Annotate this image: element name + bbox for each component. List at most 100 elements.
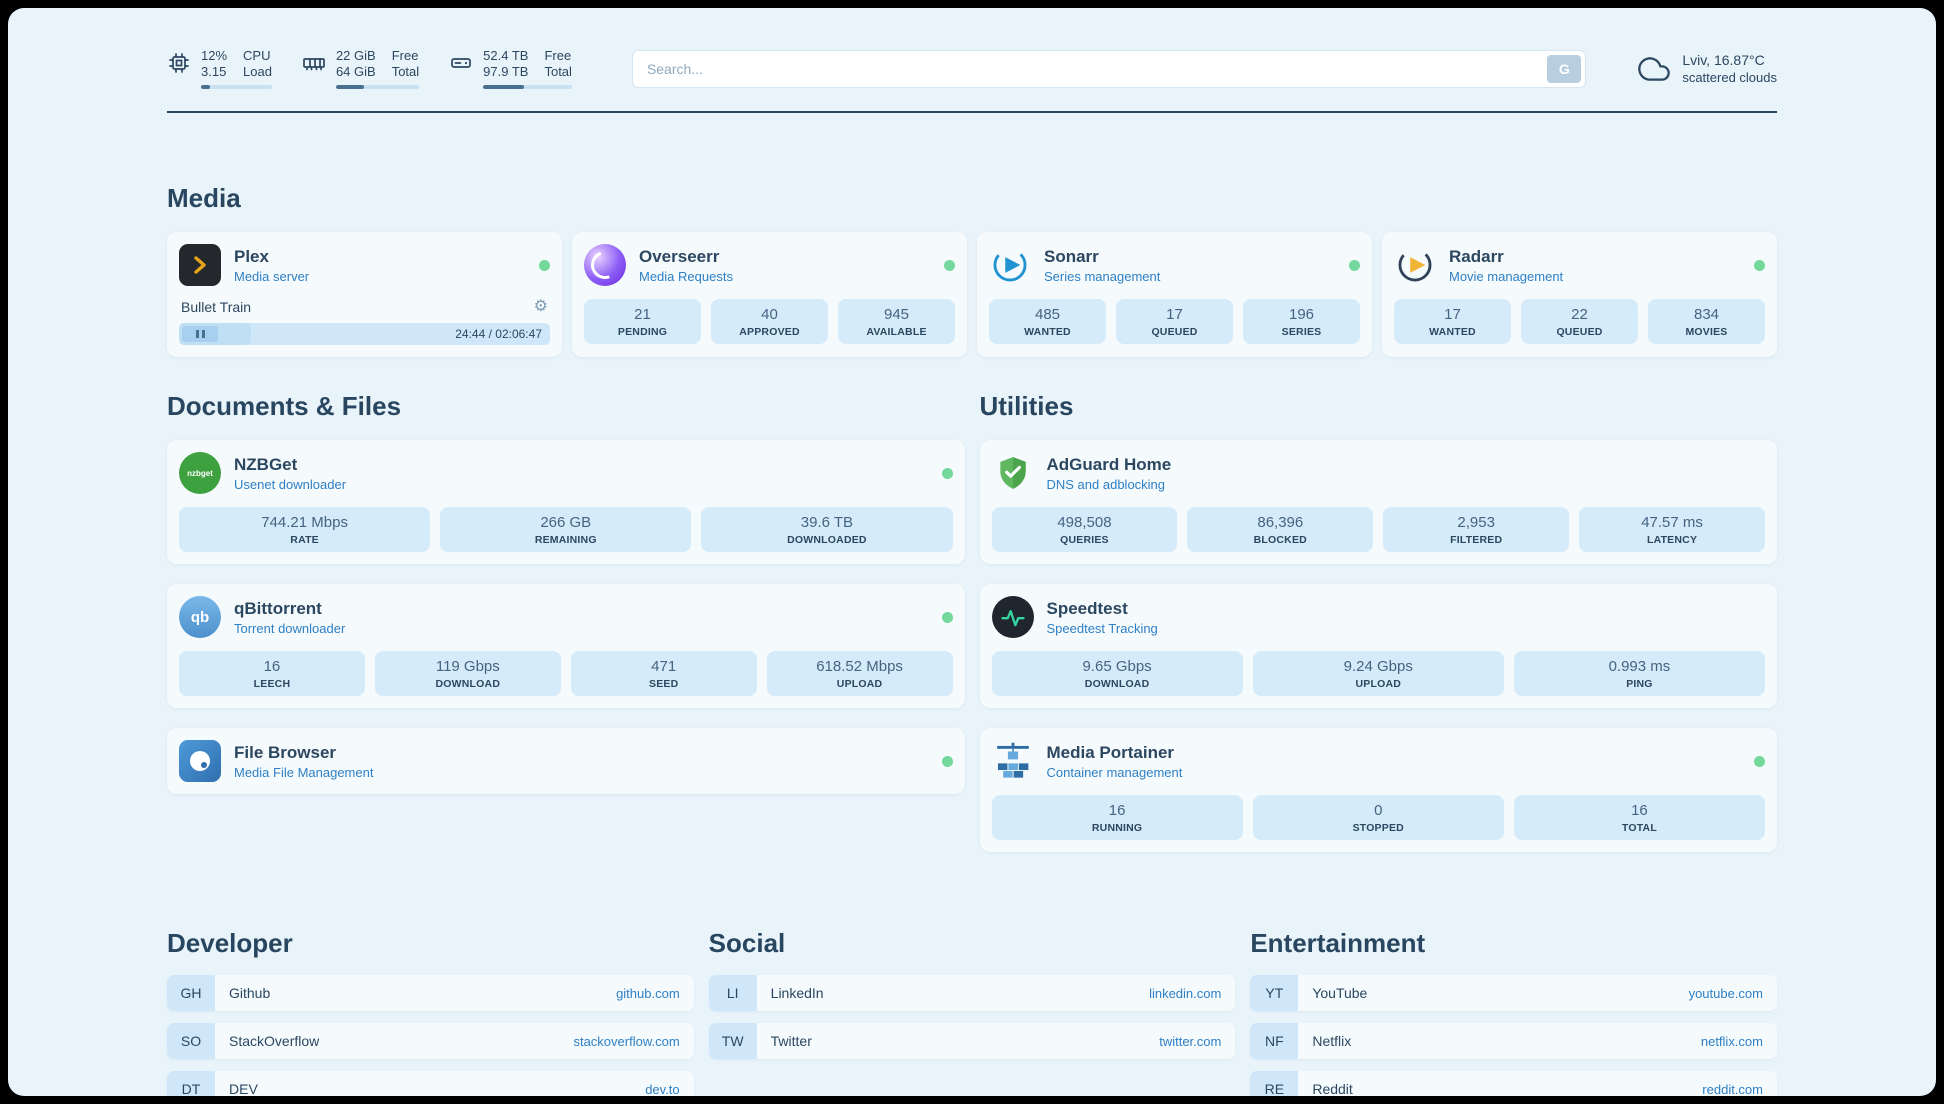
stat-label: WANTED: [1024, 326, 1071, 338]
bookmark-url: linkedin.com: [1149, 985, 1222, 1001]
bookmark-url: stackoverflow.com: [573, 1033, 680, 1049]
stat-label: UPLOAD: [1355, 678, 1402, 690]
disk-label-top: Free: [544, 48, 572, 63]
section-media: Media Plex Media server: [167, 183, 1777, 357]
stat-value: 2,953: [1457, 514, 1495, 531]
bookmark-abbr: YT: [1250, 975, 1299, 1011]
overseerr-icon: [584, 244, 626, 286]
stat-total: 16 TOTAL: [1513, 795, 1766, 840]
service-card-filebrowser[interactable]: File Browser Media File Management: [167, 728, 965, 794]
stat-label: QUEUED: [1556, 326, 1603, 338]
stat-download: 119 Gbps DOWNLOAD: [374, 651, 561, 696]
stat-available: 945 AVAILABLE: [838, 299, 955, 344]
bookmark-abbr: NF: [1250, 1023, 1299, 1059]
service-card-adguard[interactable]: AdGuard Home DNS and adblocking 498,508 …: [979, 440, 1777, 564]
disk-widget: 52.4 TB Free 97.9 TB Total: [449, 48, 572, 89]
bookmark-name: Twitter: [770, 1033, 812, 1049]
search-provider-button[interactable]: G: [1547, 54, 1582, 83]
stat-value: 47.57 ms: [1641, 514, 1703, 531]
stat-value: 9.65 Gbps: [1082, 658, 1152, 675]
pause-button[interactable]: [182, 326, 218, 342]
stat-stopped: 0 STOPPED: [1252, 795, 1504, 840]
stat-value: 498,508: [1057, 514, 1112, 531]
stat-pending: 21 PENDING: [584, 299, 701, 344]
stat-queries: 498,508 QUERIES: [991, 507, 1178, 552]
section-utilities: Utilities AdGuard Home: [979, 391, 1777, 872]
stat-label: MOVIES: [1685, 326, 1728, 338]
stat-label: DOWNLOADED: [787, 534, 867, 546]
status-dot: [944, 259, 955, 271]
service-subtitle: Media File Management: [234, 764, 374, 780]
stat-label: REMAINING: [534, 534, 597, 546]
search-box: G: [631, 49, 1587, 88]
bookmark-abbr: RE: [1250, 1071, 1299, 1096]
bookmark-twitter[interactable]: TW Twitter twitter.com: [708, 1023, 1236, 1059]
service-card-radarr[interactable]: Radarr Movie management 17 WANTED 22 QUE…: [1382, 232, 1777, 357]
service-subtitle: Series management: [1044, 268, 1161, 284]
bookmark-url: dev.to: [645, 1081, 680, 1097]
bookmark-abbr: TW: [708, 1023, 757, 1059]
stat-label: DOWNLOAD: [1084, 678, 1150, 690]
disk-icon: [449, 51, 473, 75]
service-card-overseerr[interactable]: Overseerr Media Requests 21 PENDING 40 A…: [572, 232, 967, 357]
section-title-media: Media: [167, 183, 241, 213]
service-name: Plex: [234, 246, 269, 266]
service-subtitle: Movie management: [1449, 268, 1564, 284]
disk-free: 52.4 TB: [483, 48, 529, 63]
stat-blocked: 86,396 BLOCKED: [1187, 507, 1374, 552]
memory-icon: [302, 51, 326, 75]
stat-value: 17: [1166, 306, 1183, 323]
stat-label: SEED: [648, 678, 679, 690]
section-documents: Documents & Files nzbget NZBGet Usenet d…: [167, 391, 965, 814]
bookmark-dev[interactable]: DT DEV dev.to: [167, 1071, 694, 1096]
service-card-speedtest[interactable]: Speedtest Speedtest Tracking 9.65 Gbps D…: [979, 584, 1777, 708]
stat-label: LEECH: [253, 678, 291, 690]
cpu-chip-icon: [167, 51, 191, 75]
nzbget-icon-text: nzbget: [187, 468, 213, 478]
stat-value: 119 Gbps: [435, 658, 500, 675]
bookmark-url: twitter.com: [1159, 1033, 1222, 1049]
gear-icon[interactable]: ⚙: [533, 298, 548, 315]
qbittorrent-icon-text: qb: [190, 608, 210, 626]
service-card-nzbget[interactable]: nzbget NZBGet Usenet downloader 744.21 M…: [167, 440, 965, 564]
service-card-plex[interactable]: Plex Media server Bullet Train ⚙ 24:44 /…: [167, 232, 562, 357]
stat-running: 16 RUNNING: [991, 795, 1243, 840]
bookmark-netflix[interactable]: NF Netflix netflix.com: [1250, 1023, 1777, 1059]
stat-value: 945: [883, 306, 910, 323]
memory-label-top: Free: [391, 48, 419, 63]
stat-movies: 834 MOVIES: [1648, 299, 1765, 344]
service-card-portainer[interactable]: Media Portainer Container management 16 …: [979, 728, 1777, 852]
service-card-qbittorrent[interactable]: qb qBittorrent Torrent downloader 16 LEE…: [167, 584, 965, 708]
bookmark-youtube[interactable]: YT YouTube youtube.com: [1250, 975, 1777, 1011]
stat-label: STOPPED: [1352, 822, 1404, 834]
search-input[interactable]: [636, 60, 1548, 77]
dashboard-screen: 12% CPU 3.15 Load 22: [8, 8, 1936, 1096]
portainer-icon: [992, 740, 1034, 782]
service-subtitle: Media Requests: [639, 268, 733, 284]
bookmark-name: YouTube: [1312, 985, 1368, 1001]
header-divider: [167, 111, 1777, 113]
section-title-developer: Developer: [167, 928, 293, 958]
bookmark-url: reddit.com: [1702, 1081, 1763, 1097]
plex-progress-bar[interactable]: 24:44 / 02:06:47: [179, 323, 550, 345]
cloud-icon: [1638, 53, 1671, 85]
stat-value: 21: [634, 306, 651, 323]
service-subtitle: Container management: [1046, 764, 1183, 780]
bookmark-stackoverflow[interactable]: SO StackOverflow stackoverflow.com: [167, 1023, 694, 1059]
stat-label: DOWNLOAD: [435, 678, 501, 690]
status-dot: [1754, 755, 1765, 767]
service-subtitle: DNS and adblocking: [1046, 476, 1166, 492]
bookmark-github[interactable]: GH Github github.com: [167, 975, 694, 1011]
stat-upload: 618.52 Mbps UPLOAD: [766, 651, 953, 696]
stat-label: UPLOAD: [836, 678, 883, 690]
bookmark-name: DEV: [229, 1081, 258, 1096]
service-card-sonarr[interactable]: Sonarr Series management 485 WANTED 17 Q…: [977, 232, 1372, 357]
bookmark-linkedin[interactable]: LI LinkedIn linkedin.com: [708, 975, 1236, 1011]
bookmark-name: Github: [229, 985, 271, 1001]
service-name: Media Portainer: [1046, 742, 1175, 762]
stat-label: QUERIES: [1060, 534, 1109, 546]
cpu-widget: 12% CPU 3.15 Load: [167, 48, 272, 89]
bookmark-reddit[interactable]: RE Reddit reddit.com: [1250, 1071, 1777, 1096]
stat-remaining: 266 GB REMAINING: [440, 507, 692, 552]
stat-value: 16: [1631, 802, 1648, 819]
